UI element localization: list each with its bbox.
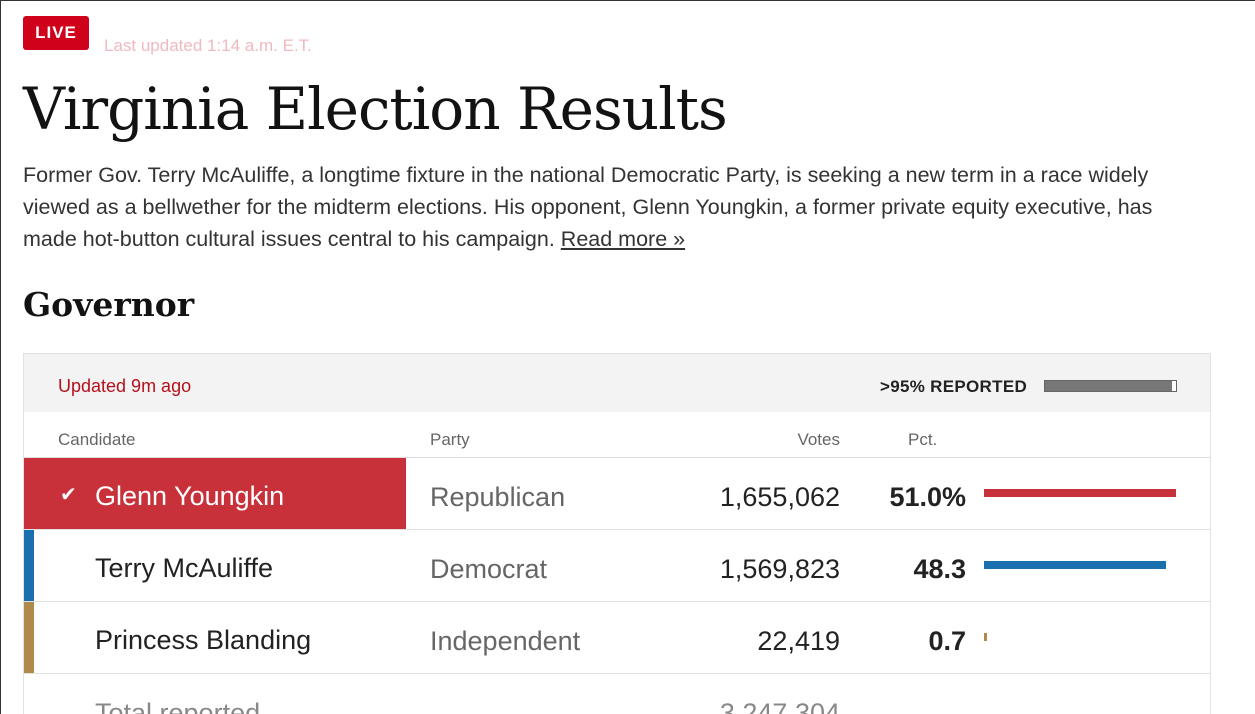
pct-bar-track [984,633,1176,641]
column-header-pct: Pct. [908,430,938,449]
candidate-row: ✔ Glenn Youngkin Republican 1,655,062 51.0% [24,458,1210,530]
results-header: Updated 9m ago >95% REPORTED [24,354,1210,412]
candidate-pct: 48.3 [913,554,966,584]
column-headers: Candidate Party Votes Pct. [24,412,1210,458]
race-title: Governor [23,285,195,324]
reported-progress-fill [1045,381,1173,391]
total-votes: 3,247,304 [719,698,840,714]
intro-text: Former Gov. Terry McAuliffe, a longtime … [23,163,1153,251]
candidate-row: Princess Blanding Independent 22,419 0.7 [24,602,1210,674]
pct-bar [984,489,1176,497]
candidate-pct: 0.7 [928,626,966,656]
pct-bar [984,561,1166,569]
column-header-party: Party [430,430,470,449]
pct-bar [984,633,987,641]
live-badge: LIVE [23,16,89,50]
reported-progress-bar [1044,380,1177,392]
pct-bar-track [984,489,1176,497]
candidate-votes: 1,569,823 [719,554,840,584]
total-row: Total reported 3,247,304 [24,674,1210,714]
total-label: Total reported [95,698,261,714]
candidate-name: Princess Blanding [95,625,312,655]
candidate-pct: 51.0% [889,482,966,512]
candidate-votes: 1,655,062 [719,482,840,512]
page-title: Virginia Election Results [23,75,728,143]
candidate-cell: Terry McAuliffe [24,530,406,601]
candidate-cell: ✔ Glenn Youngkin [24,458,406,529]
race-updated-text: Updated 9m ago [58,376,192,396]
candidate-cell: Princess Blanding [24,602,406,673]
party-color-strip [24,602,34,673]
reported-label: >95% REPORTED [880,377,1028,396]
intro-paragraph: Former Gov. Terry McAuliffe, a longtime … [23,159,1203,255]
pct-bar-track [984,561,1176,569]
candidate-row: Terry McAuliffe Democrat 1,569,823 48.3 [24,530,1210,602]
last-updated-text: Last updated 1:14 a.m. E.T. [104,36,312,55]
column-header-votes: Votes [797,430,840,449]
candidate-party: Democrat [430,554,548,584]
results-table: Updated 9m ago >95% REPORTED Candidate P… [23,353,1211,714]
party-color-strip [24,530,34,601]
candidate-name: Glenn Youngkin [95,481,285,511]
candidate-party: Independent [430,626,581,656]
read-more-link[interactable]: Read more » [560,227,686,251]
checkmark-icon: ✔ [60,482,77,506]
candidate-name: Terry McAuliffe [95,553,274,583]
candidate-votes: 22,419 [757,626,840,656]
column-header-candidate: Candidate [58,430,136,449]
candidate-party: Republican [430,482,566,512]
